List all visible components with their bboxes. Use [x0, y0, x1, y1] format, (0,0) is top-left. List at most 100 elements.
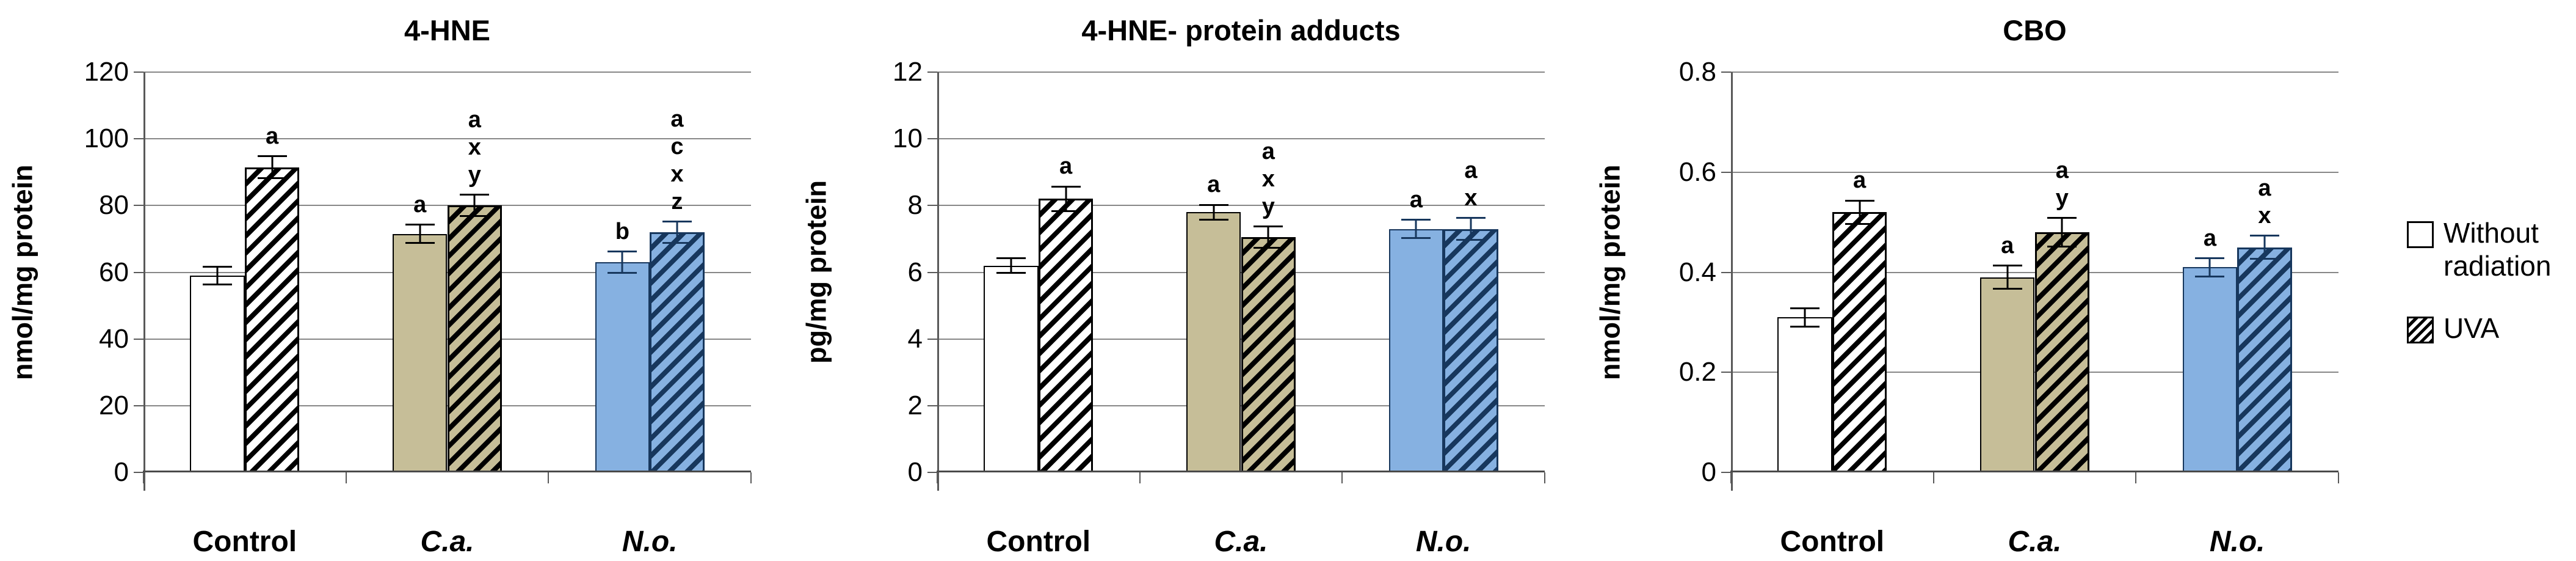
y-tick-mark	[927, 472, 937, 473]
y-tick-mark	[134, 405, 143, 406]
x-tick-mark	[2135, 472, 2137, 483]
error-bar-line	[216, 267, 219, 284]
significance-letter: a	[1464, 158, 1478, 184]
significance-letter: a	[468, 107, 481, 133]
bar-without-radiation	[392, 233, 448, 472]
significance-letters: a	[2204, 225, 2216, 252]
significance-letter: a	[2203, 225, 2216, 251]
y-tick-mark	[927, 271, 937, 273]
gridline	[143, 138, 751, 140]
significance-letter: z	[671, 188, 683, 215]
bar-without-radiation	[1777, 317, 1832, 472]
bar-without-radiation	[984, 265, 1039, 472]
x-axis-labels: Control C.a. N.o.	[1731, 472, 2338, 561]
error-bar	[1401, 219, 1431, 239]
significance-letter: c	[670, 133, 684, 160]
error-bar-line	[1470, 219, 1472, 239]
error-bar	[460, 194, 490, 218]
y-axis-tick-labels: 0 2 4 6 8 10 12	[840, 57, 937, 487]
y-tick-label: 60	[99, 257, 129, 287]
error-bar	[1790, 307, 1820, 328]
bar-uva	[650, 232, 705, 472]
y-axis-line	[937, 72, 939, 491]
x-category-label: Control	[192, 526, 297, 558]
y-tick-label: 4	[907, 323, 923, 354]
x-tick-mark	[750, 472, 752, 483]
x-tick-mark	[548, 472, 550, 483]
bar-uva	[1832, 212, 1887, 472]
y-tick-label: 12	[893, 57, 923, 87]
y-tick-mark	[134, 271, 143, 273]
significance-letter: y	[2055, 185, 2069, 211]
bar-without-radiation	[1186, 212, 1241, 472]
y-tick-label: 6	[907, 257, 923, 287]
y-tick-mark	[1721, 171, 1731, 173]
x-axis-line	[937, 471, 1545, 472]
x-tick-mark	[345, 472, 347, 483]
x-tick-mark	[1341, 472, 1343, 483]
x-category-label: C.a.	[420, 526, 474, 558]
x-category-label: C.a.	[1214, 526, 1268, 558]
bar-without-radiation	[190, 275, 245, 472]
significance-letter: a	[266, 123, 279, 150]
error-bar	[2195, 257, 2225, 277]
y-tick-label: 0.4	[1678, 257, 1716, 287]
error-bar-line	[271, 157, 274, 177]
significance-letters: a	[1059, 153, 1072, 180]
chart-title: CBO	[2003, 13, 2067, 46]
legend-swatch-hatched-icon	[2407, 317, 2434, 344]
gridline	[1731, 72, 2338, 73]
y-tick-mark	[927, 405, 937, 406]
y-tick-label: 2	[907, 390, 923, 420]
x-tick-mark	[2338, 472, 2339, 483]
y-tick-mark	[134, 472, 143, 473]
y-tick-label: 0.6	[1678, 156, 1716, 187]
y-tick-label: 8	[907, 190, 923, 221]
error-bar-line	[2061, 219, 2063, 246]
significance-letter: a	[413, 192, 427, 218]
error-bar	[2047, 217, 2077, 248]
error-bar	[405, 224, 435, 244]
chart-title: 4-HNE	[404, 13, 491, 46]
error-bar	[996, 257, 1026, 274]
error-bar-line	[2208, 258, 2211, 276]
y-tick-mark	[134, 138, 143, 140]
y-axis-tick-labels: 0 0.2 0.4 0.6 0.8	[1633, 57, 1731, 487]
legend-item-without-radiation: Without radiation	[2407, 216, 2570, 283]
x-tick-mark	[1544, 472, 1545, 483]
error-bar	[1992, 265, 2022, 290]
legend: Without radiation UVA	[2381, 0, 2576, 561]
significance-letter: y	[1261, 193, 1275, 219]
error-bar	[2249, 235, 2279, 260]
y-tick-label: 0	[114, 457, 129, 487]
y-tick-label: 10	[893, 123, 923, 154]
y-axis-title: nmol/mg protein	[7, 164, 38, 380]
error-bar-line	[1267, 227, 1269, 248]
error-bar	[1845, 199, 1874, 225]
error-bar	[662, 220, 692, 244]
error-bar	[1456, 217, 1486, 241]
x-category-label: N.o.	[2209, 526, 2265, 558]
x-category-label: Control	[1780, 526, 1885, 558]
y-tick-label: 120	[84, 57, 129, 87]
x-axis-labels: Control C.a. N.o.	[143, 472, 751, 561]
y-tick-label: 80	[99, 190, 129, 221]
chart-4hne-protein-adducts: 4-HNE- protein adducts pg/mg protein 0 2 4…	[794, 0, 1587, 561]
error-bar-line	[1859, 201, 1861, 223]
significance-letters: a	[1410, 186, 1423, 214]
error-bar	[257, 155, 287, 179]
y-tick-mark	[134, 205, 143, 207]
bar-uva	[1443, 229, 1498, 472]
y-tick-label: 0	[907, 457, 923, 487]
y-tick-mark	[1721, 372, 1731, 373]
gridline	[1731, 171, 2338, 173]
error-bar	[1254, 226, 1283, 249]
significance-letter: x	[2258, 202, 2271, 229]
significance-letters: a	[1207, 171, 1220, 199]
chart-title: 4-HNE- protein adducts	[1081, 13, 1401, 46]
significance-letter: a	[2001, 232, 2014, 258]
